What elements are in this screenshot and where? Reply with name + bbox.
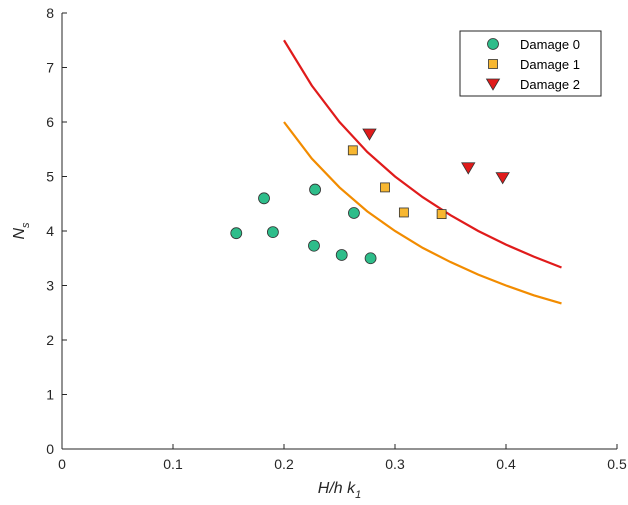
y-tick-label: 2	[46, 332, 54, 348]
y-tick-label: 5	[46, 169, 54, 185]
fit-curves	[283, 39, 562, 305]
x-axis-label-subscript: 1	[355, 489, 361, 501]
y-tick-label: 7	[46, 60, 54, 76]
y-tick-label: 4	[46, 223, 54, 239]
data-point-series-1-4	[308, 239, 320, 252]
data-point-series-1-5	[309, 183, 321, 196]
x-tick-label: 0	[58, 456, 66, 472]
y-tick-label: 3	[46, 278, 54, 294]
y-tick-label: 1	[46, 387, 54, 403]
axes	[61, 12, 618, 450]
data-point-series-1-2	[258, 192, 270, 205]
data-point-series-2-2	[380, 182, 390, 193]
x-tick-label: 0.5	[607, 456, 627, 472]
legend: Damage 0 Damage 1 Damage 2	[459, 30, 602, 97]
legend-label-3: Damage 2	[520, 77, 580, 92]
data-point-series-2-4	[436, 209, 447, 220]
y-axis-label: Ns	[11, 222, 32, 240]
data-point-series-1-6	[335, 249, 348, 261]
y-axis-label-subscript: s	[20, 222, 32, 228]
x-tick-label: 0.2	[274, 456, 294, 472]
data-point-series-1-3	[266, 226, 279, 238]
x-tick-label: 0.4	[496, 456, 516, 472]
data-point-series-1-1	[230, 227, 243, 240]
data-point-series-3-3	[495, 172, 510, 185]
x-tick-label: 0.3	[385, 456, 405, 472]
x-tick-label: 0.1	[163, 456, 183, 472]
data-point-series-2-3	[398, 207, 409, 218]
legend-items: Damage 0 Damage 1 Damage 2	[485, 37, 580, 92]
legend-box	[459, 30, 602, 97]
data-point-series-2-1	[347, 145, 358, 156]
y-tick-label: 6	[46, 114, 54, 130]
legend-marker-2	[488, 59, 498, 69]
data-points	[230, 128, 510, 265]
y-tick-label: 8	[46, 5, 54, 21]
legend-marker-3	[485, 78, 501, 91]
data-point-series-3-2	[461, 162, 476, 175]
legend-label-1: Damage 0	[520, 37, 580, 52]
legend-label-2: Damage 1	[520, 57, 580, 72]
data-point-series-3-1	[362, 128, 377, 141]
x-axis-label: H/h k1	[318, 480, 361, 501]
tick-labels: 0 0.1 0.2 0.3 0.4 0.5 0 1 2 3 4 5 6 7 8	[46, 5, 627, 472]
legend-marker-1	[487, 38, 499, 50]
fit-curve-1	[283, 39, 562, 269]
data-point-series-1-8	[364, 252, 377, 265]
data-point-series-1-7	[348, 207, 360, 219]
fit-curve-2	[283, 121, 562, 305]
y-tick-label: 0	[46, 441, 54, 457]
